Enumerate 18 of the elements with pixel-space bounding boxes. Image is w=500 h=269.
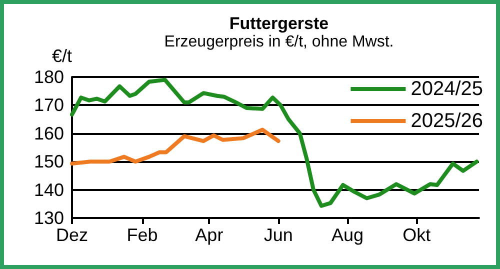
legend-label: 2025/26: [410, 110, 483, 132]
x-tick-label: Dez: [56, 225, 88, 245]
y-axis-title: €/t: [52, 46, 72, 66]
x-tick-label: Jun: [264, 225, 293, 245]
x-tick-label: Feb: [126, 225, 158, 245]
y-tick-label: 140: [34, 180, 64, 200]
chart-subtitle: Erzeugerpreis in €/t, ohne Mwst.: [164, 34, 394, 50]
legend-label: 2024/25: [410, 78, 483, 100]
y-tick-label: 130: [34, 208, 64, 228]
y-tick-label: 160: [34, 123, 64, 144]
x-tick-label: Apr: [195, 225, 224, 245]
y-tick-label: 170: [34, 95, 64, 116]
y-tick-label: 180: [34, 67, 64, 87]
y-tick-label: 150: [34, 152, 64, 172]
chart-title: Futtergerste: [229, 14, 329, 33]
x-tick-label: Okt: [402, 225, 431, 245]
x-tick-label: Aug: [331, 225, 364, 245]
line-series: [70, 128, 280, 166]
